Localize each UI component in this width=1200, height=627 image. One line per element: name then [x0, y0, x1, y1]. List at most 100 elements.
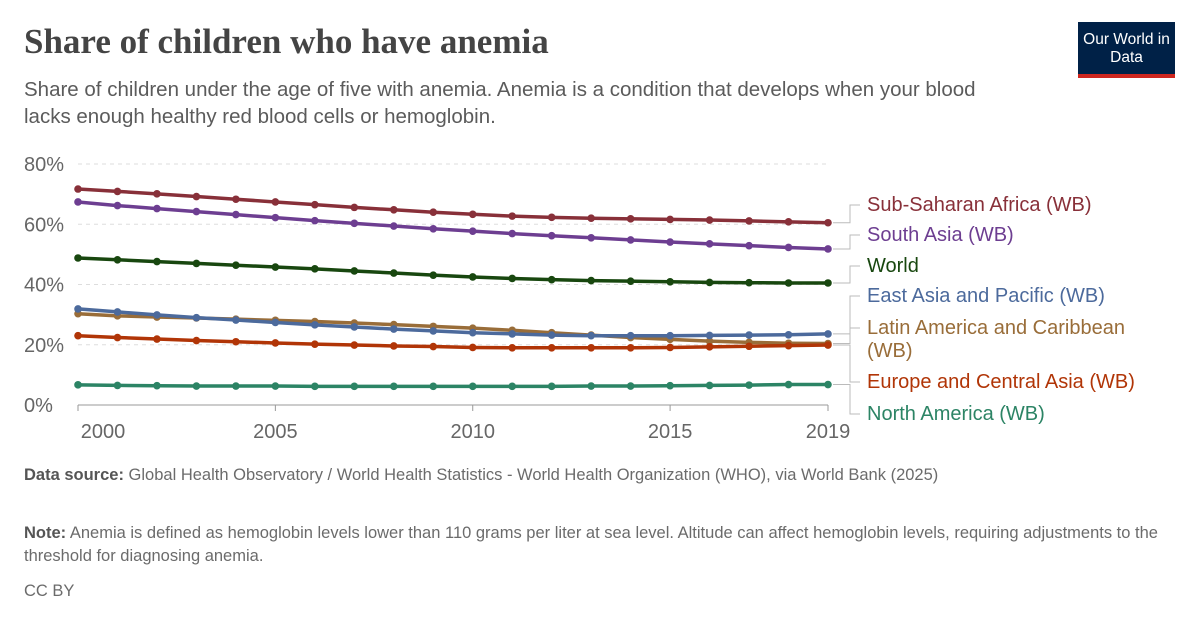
y-tick-label: 20% [24, 335, 64, 357]
data-point [547, 343, 556, 352]
data-point [429, 224, 438, 233]
license[interactable]: CC BY [24, 582, 75, 600]
data-point [153, 204, 161, 213]
x-tick-label: 2019 [806, 421, 851, 440]
series-label: (WB) [867, 340, 913, 362]
data-point [271, 382, 280, 390]
data-point [389, 222, 398, 230]
data-point [547, 213, 556, 222]
data-source: Data source: Global Health Observatory /… [24, 466, 939, 484]
data-point [192, 207, 201, 216]
data-point [468, 343, 477, 352]
data-point [745, 217, 753, 225]
data-point [666, 215, 674, 224]
data-point [468, 210, 477, 219]
data-point [271, 318, 280, 327]
x-tick-label: 2005 [253, 421, 298, 440]
data-point [547, 331, 556, 339]
data-point [271, 339, 280, 347]
data-point [784, 341, 793, 350]
data-point [824, 330, 832, 338]
data-point [705, 381, 714, 390]
data-point [824, 380, 832, 389]
series-line [77, 200, 829, 251]
line-chart: 0% 20% 40% 60% 80% 2000 2005 2010 2015 2019 Sub-Sa… [24, 154, 1135, 440]
data-point [626, 277, 635, 285]
data-point [192, 192, 201, 201]
data-point [626, 236, 635, 244]
data-point [271, 213, 280, 222]
data-point [587, 234, 595, 242]
y-tick-label: 80% [24, 154, 64, 176]
owid-logo[interactable]: Our World in Data [1078, 22, 1175, 78]
data-point [587, 382, 595, 390]
series-line [77, 333, 829, 350]
label-connector [833, 295, 860, 335]
data-point [666, 331, 674, 340]
data-point [824, 279, 832, 287]
data-point [271, 198, 280, 206]
data-point [350, 341, 359, 349]
data-point [311, 340, 319, 348]
data-point [389, 342, 398, 350]
x-tick-label: 2015 [648, 421, 693, 440]
data-point [74, 185, 82, 193]
data-point [784, 331, 793, 339]
data-point [389, 205, 398, 214]
data-point [113, 333, 122, 342]
y-tick-label: 0% [24, 395, 53, 417]
data-point [192, 382, 201, 390]
y-tick-label: 40% [24, 275, 64, 297]
data-point [429, 208, 438, 216]
data-point [429, 342, 438, 351]
data-point [784, 243, 793, 252]
data-point [508, 330, 517, 338]
data-point [311, 216, 319, 225]
label-connector [833, 327, 860, 345]
data-point [153, 257, 161, 266]
series-line [77, 256, 828, 285]
data-point [587, 214, 595, 223]
chart-subtitle: Share of children under the age of five … [24, 78, 976, 128]
data-point [113, 381, 122, 390]
chart-title: Share of children who have anemia [24, 22, 549, 61]
data-point [626, 382, 635, 390]
label-connector [833, 344, 860, 383]
data-point [232, 337, 240, 346]
data-point [232, 210, 240, 219]
data-point [429, 327, 438, 335]
data-point [389, 382, 398, 391]
label-connector [833, 234, 860, 250]
data-point [626, 343, 635, 352]
label-connector [833, 204, 860, 224]
data-point [587, 343, 595, 352]
data-point [350, 323, 359, 331]
data-point [153, 311, 161, 319]
data-point [429, 382, 438, 391]
data-point [232, 316, 240, 324]
series-label: Europe and Central Asia (WB) [867, 371, 1135, 393]
data-point [271, 263, 280, 271]
data-point [429, 271, 438, 279]
series-label: Latin America and Caribbean [867, 317, 1125, 339]
data-point [508, 229, 517, 238]
data-point [232, 261, 240, 270]
data-point [153, 190, 161, 198]
data-point [113, 308, 122, 316]
label-connector [833, 265, 860, 284]
label-connector [833, 384, 860, 415]
data-point [311, 265, 319, 273]
series-label: East Asia and Pacific (WB) [867, 285, 1105, 307]
data-point [745, 241, 753, 250]
data-point [508, 212, 517, 220]
data-point [784, 218, 793, 226]
x-tick-label: 2000 [81, 421, 126, 440]
data-point [468, 328, 477, 337]
data-point [232, 382, 240, 390]
data-point [192, 313, 201, 322]
data-point [666, 277, 674, 286]
data-point [745, 331, 753, 339]
data-point [626, 215, 635, 223]
data-point [745, 278, 753, 287]
series-label: South Asia (WB) [867, 224, 1014, 246]
